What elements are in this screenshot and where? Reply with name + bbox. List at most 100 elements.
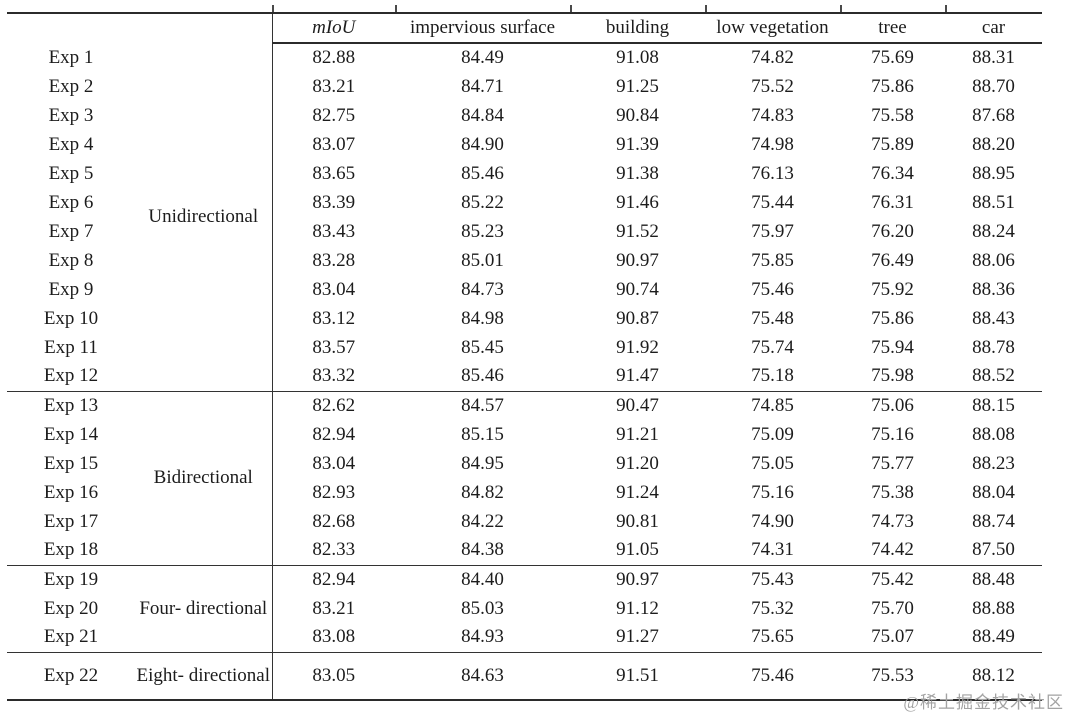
value-cell: 75.77: [871, 452, 914, 474]
experiment-label: Exp 9: [48, 278, 94, 300]
table-body: Exp 1 Unidirectional 82.88 84.49 91.08 74.82 7…: [7, 43, 1042, 700]
value-cell: 82.93: [271, 478, 395, 507]
value-cell: 83.28: [271, 246, 395, 275]
table-row: Exp 6 83.39 85.22 91.46 75.44 76.31 88.51: [7, 188, 1042, 217]
value-cell: 76.20: [871, 220, 914, 242]
value-cell: 90.97: [570, 564, 705, 594]
table-row: Exp 14 82.94 85.15 91.21 75.09 75.16 88.08: [7, 420, 1042, 449]
table-row: Exp 11 83.57 85.45 91.92 75.74 75.94 88.78: [7, 333, 1042, 362]
value-cell: 90.81: [616, 510, 659, 532]
table-row: Exp 4 83.07 84.90 91.39 74.98 75.89 88.20: [7, 130, 1042, 159]
value-cell: 75.70: [871, 597, 914, 619]
value-cell: 88.49: [972, 626, 1015, 648]
value-cell: 82.33: [271, 536, 395, 565]
value-cell: 88.15: [945, 390, 1042, 420]
value-cell: 83.57: [271, 333, 395, 362]
column-tick: [705, 5, 707, 13]
value-cell: 83.04: [271, 449, 395, 478]
column-tick: [945, 5, 947, 13]
value-cell: 88.43: [972, 307, 1015, 329]
value-cell: 85.46: [461, 365, 504, 387]
value-cell: 82.62: [271, 390, 395, 420]
results-table: mIoU impervious surface building low veg…: [7, 12, 1042, 701]
value-cell: 88.36: [972, 278, 1015, 300]
value-cell: 75.86: [871, 75, 914, 97]
value-cell: 75.18: [751, 365, 794, 387]
table-row: Exp 21 83.08 84.93 91.27 75.65 75.07 88.49: [7, 623, 1042, 652]
value-cell: 91.27: [616, 626, 659, 648]
value-cell: 90.84: [616, 104, 659, 126]
experiment-label: Exp 17: [43, 510, 99, 532]
value-cell: 85.46: [461, 162, 504, 184]
value-cell: 84.49: [461, 47, 504, 68]
value-cell: 83.12: [271, 304, 395, 333]
value-cell: 76.34: [871, 162, 914, 184]
value-cell: 87.68: [972, 104, 1015, 126]
column-header-building: building: [570, 13, 705, 44]
table-row: Exp 20 83.21 85.03 91.12 75.32 75.70 88.88: [7, 594, 1042, 623]
value-cell: 75.52: [751, 75, 794, 97]
value-cell: 85.01: [461, 249, 504, 271]
experiment-label: Exp 16: [43, 481, 99, 503]
value-cell: 88.24: [972, 220, 1015, 242]
value-cell: 88.08: [972, 423, 1015, 445]
experiment-label: Exp 2: [48, 75, 94, 97]
value-cell: 91.39: [616, 133, 659, 155]
value-cell: 76.13: [751, 162, 794, 184]
value-cell: 84.57: [395, 390, 570, 420]
experiment-label: Exp 1: [48, 46, 94, 68]
experiment-label: Exp 20: [43, 597, 99, 619]
value-cell: 75.86: [871, 307, 914, 329]
table-row: Exp 7 83.43 85.23 91.52 75.97 76.20 88.24: [7, 217, 1042, 246]
value-cell: 88.04: [972, 481, 1015, 503]
value-cell: 83.08: [271, 623, 395, 652]
value-cell: 91.52: [616, 220, 659, 242]
value-cell: 75.94: [871, 336, 914, 358]
value-cell: 84.71: [461, 75, 504, 97]
experiment-label: Exp 14: [43, 423, 99, 445]
column-header-impervious-surface: impervious surface: [395, 13, 570, 44]
value-cell: 75.74: [751, 336, 794, 358]
value-cell: 91.24: [616, 481, 659, 503]
column-tick: [840, 5, 842, 13]
value-cell: 91.21: [616, 423, 659, 445]
table-row: Exp 19 Four- directional 82.94 84.40 90.97 75…: [7, 564, 1042, 652]
table-row: Exp 18 82.33 84.38 91.05 74.31 74.42 87.50: [7, 536, 1042, 565]
value-cell: 91.47: [616, 365, 659, 387]
value-cell: 75.42: [840, 564, 945, 594]
experiment-label: Exp 15: [43, 452, 99, 474]
value-cell: 75.09: [751, 423, 794, 445]
value-cell: 84.22: [461, 510, 504, 532]
value-cell: 82.94: [271, 564, 395, 594]
experiment-label: Exp 4: [48, 133, 94, 155]
value-cell: 75.98: [871, 365, 914, 387]
value-cell: 91.05: [616, 539, 659, 561]
value-cell: 82.75: [271, 101, 395, 130]
value-cell: 83.04: [271, 275, 395, 304]
value-cell: 91.12: [616, 597, 659, 619]
value-cell: 85.45: [461, 336, 504, 358]
value-cell: 84.93: [461, 626, 504, 648]
value-cell: 75.06: [840, 390, 945, 420]
value-cell: 90.87: [616, 307, 659, 329]
value-cell: 88.51: [972, 191, 1015, 213]
experiment-label: Exp 6: [48, 191, 94, 213]
table-row: Exp 3 82.75 84.84 90.84 74.83 75.58 87.68: [7, 101, 1042, 130]
table-row: Exp 8 83.28 85.01 90.97 75.85 76.49 88.06: [7, 246, 1042, 275]
value-cell: 91.20: [616, 452, 659, 474]
value-cell: 75.46: [751, 278, 794, 300]
table-row: Exp 15 83.04 84.95 91.20 75.05 75.77 88.23: [7, 449, 1042, 478]
column-header-low-vegetation: low vegetation: [705, 13, 840, 44]
group-label: Bidirectional: [135, 390, 272, 565]
header-row: mIoU impervious surface building low veg…: [7, 13, 1042, 44]
table-row: Exp 12 83.32 85.46 91.47 75.18 75.98 88.52: [7, 362, 1042, 391]
value-cell: 75.97: [751, 220, 794, 242]
value-cell: 90.97: [616, 249, 659, 271]
value-cell: 88.20: [972, 133, 1015, 155]
value-cell: 74.90: [751, 510, 794, 532]
value-cell: 88.78: [972, 336, 1015, 358]
experiment-label: Exp 22: [7, 651, 135, 700]
value-cell: 88.52: [972, 365, 1015, 387]
value-cell: 84.95: [461, 452, 504, 474]
value-cell: 74.83: [751, 104, 794, 126]
